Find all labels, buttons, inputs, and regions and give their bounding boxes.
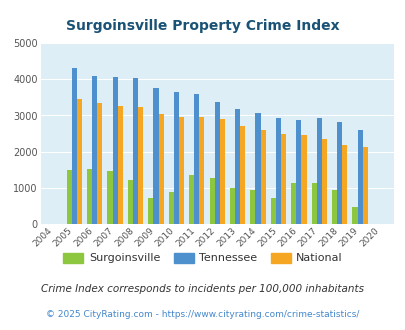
- Bar: [117, 106, 122, 224]
- Bar: [362, 148, 367, 224]
- Bar: [72, 68, 77, 224]
- Bar: [173, 92, 179, 224]
- Bar: [92, 76, 97, 224]
- Bar: [219, 119, 224, 224]
- Bar: [133, 78, 138, 224]
- Bar: [250, 190, 255, 224]
- Bar: [321, 139, 326, 224]
- Bar: [168, 192, 173, 224]
- Bar: [270, 198, 275, 224]
- Bar: [275, 118, 280, 224]
- Bar: [280, 134, 286, 224]
- Bar: [357, 130, 362, 224]
- Bar: [189, 176, 194, 224]
- Bar: [240, 126, 245, 224]
- Bar: [153, 88, 158, 224]
- Bar: [234, 109, 240, 224]
- Bar: [229, 188, 234, 224]
- Bar: [179, 117, 183, 224]
- Bar: [138, 107, 143, 224]
- Bar: [107, 171, 112, 224]
- Bar: [214, 102, 219, 224]
- Legend: Surgoinsville, Tennessee, National: Surgoinsville, Tennessee, National: [60, 249, 345, 267]
- Bar: [352, 207, 357, 224]
- Bar: [341, 145, 347, 224]
- Bar: [199, 117, 204, 224]
- Bar: [316, 118, 321, 224]
- Bar: [87, 169, 92, 224]
- Bar: [290, 183, 296, 224]
- Bar: [158, 114, 163, 224]
- Bar: [209, 178, 214, 224]
- Bar: [77, 99, 82, 224]
- Bar: [336, 122, 341, 224]
- Bar: [148, 198, 153, 224]
- Bar: [260, 130, 265, 224]
- Bar: [66, 170, 72, 224]
- Text: Surgoinsville Property Crime Index: Surgoinsville Property Crime Index: [66, 19, 339, 33]
- Bar: [296, 120, 301, 224]
- Bar: [194, 94, 199, 224]
- Text: © 2025 CityRating.com - https://www.cityrating.com/crime-statistics/: © 2025 CityRating.com - https://www.city…: [46, 310, 359, 319]
- Bar: [311, 183, 316, 224]
- Bar: [112, 77, 117, 224]
- Bar: [128, 180, 133, 224]
- Bar: [97, 103, 102, 224]
- Bar: [331, 190, 336, 224]
- Bar: [255, 113, 260, 224]
- Text: Crime Index corresponds to incidents per 100,000 inhabitants: Crime Index corresponds to incidents per…: [41, 284, 364, 294]
- Bar: [301, 135, 306, 224]
